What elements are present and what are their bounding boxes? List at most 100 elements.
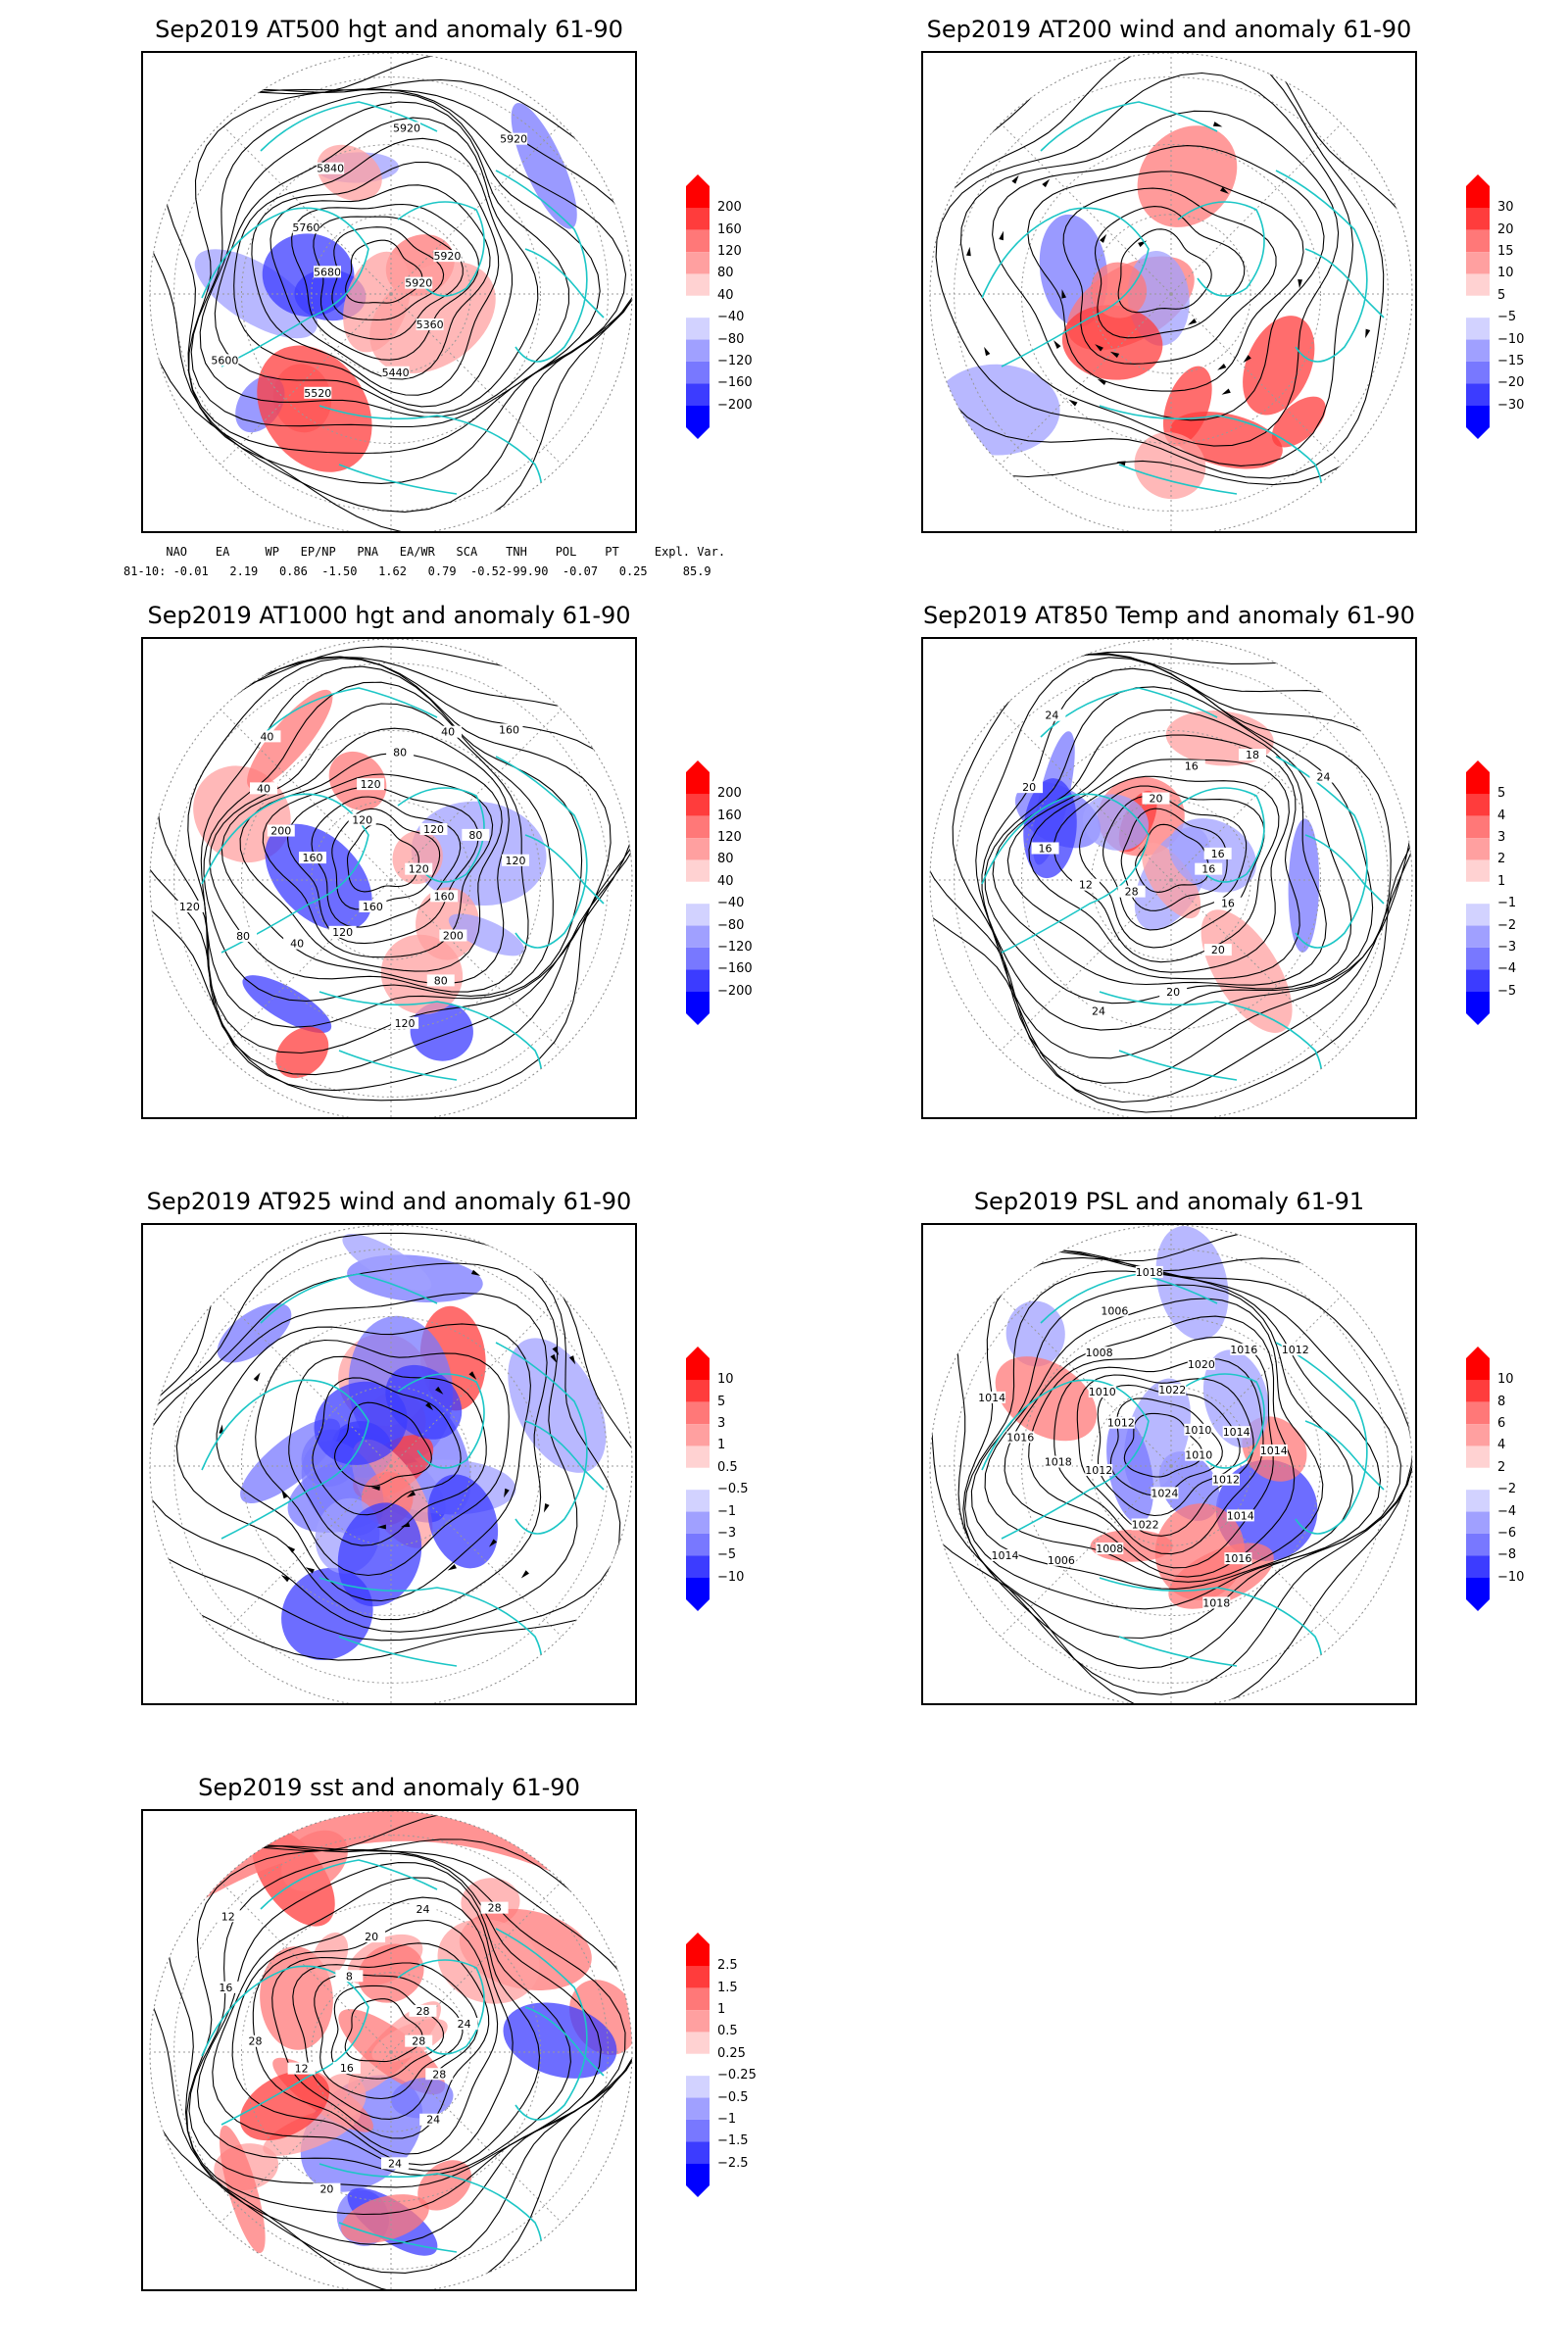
colorbar-swatch — [686, 859, 710, 882]
contour-line — [975, 657, 1392, 1059]
contour-label: 8 — [346, 1970, 353, 1983]
colorbar-label: −2 — [1497, 917, 1517, 933]
colorbar-label: 2 — [1497, 852, 1506, 867]
meridian — [390, 1465, 563, 1638]
colorbar-graphic — [686, 174, 710, 439]
contour-label-bg — [430, 890, 459, 903]
contour-label-bg — [392, 122, 420, 134]
coastline — [981, 793, 1150, 954]
contour-label-bg — [1151, 1487, 1179, 1499]
colorbar-label: −8 — [1497, 1547, 1517, 1563]
anomaly-shading — [410, 1002, 473, 1061]
colorbar-swatch — [686, 1490, 710, 1512]
colorbar-bottom-arrow — [1466, 1013, 1490, 1025]
meridian — [220, 2051, 392, 2224]
colorbar-swatch — [686, 208, 710, 230]
contour-label: 16 — [1211, 848, 1225, 860]
contour-line — [1078, 785, 1265, 949]
colorbar-label: 0.5 — [717, 2024, 738, 2039]
map-plot: 120 160 200 80 120 160 120 40 80 120 160 200 40 40 120… — [149, 639, 633, 1117]
colorbar-bottom-arrow — [1466, 1599, 1490, 1611]
colorbar-label: −40 — [717, 310, 745, 325]
contour-line — [1135, 823, 1210, 893]
colorbar-label: −1 — [717, 2111, 737, 2127]
contour-label: 20 — [1166, 986, 1180, 999]
anomaly-shading — [1134, 432, 1206, 500]
colorbar-label: −30 — [1497, 397, 1525, 413]
contour-label-bg — [425, 2068, 454, 2081]
contour-label-bg — [1203, 944, 1232, 956]
anomaly-shading — [257, 345, 372, 472]
contour-line — [935, 72, 1354, 466]
wind-arrow — [468, 1371, 477, 1380]
coastline — [1177, 787, 1265, 883]
contour-label: 28 — [416, 2005, 429, 2018]
colorbar-swatch — [1466, 1490, 1490, 1512]
colorbar-swatch — [1466, 1511, 1490, 1534]
colorbar-bottom-arrow — [1466, 427, 1490, 439]
colorbar: 5 4 3 2 1 −1 −2 −3 −4 −5 — [1466, 760, 1535, 1025]
map-at200 — [921, 51, 1417, 533]
wind-arrow — [1221, 388, 1231, 395]
contour-line — [312, 1377, 462, 1516]
colorbar-label: −4 — [1497, 961, 1517, 977]
colorbar-top-arrow — [686, 1347, 710, 1358]
contour-label-bg — [317, 162, 345, 174]
contour-line — [992, 145, 1325, 421]
map-plot — [149, 1225, 633, 1703]
meridian — [1170, 1465, 1343, 1638]
colorbar-swatch — [686, 1424, 710, 1446]
colorbar-swatch — [1466, 947, 1490, 970]
colorbar-swatch — [686, 2053, 710, 2077]
contour-line — [344, 1998, 423, 2063]
wind-arrow — [406, 1491, 416, 1497]
contour-label: 16 — [219, 1982, 232, 1994]
contour-label-bg — [1158, 1384, 1187, 1396]
contour-label: 160 — [363, 901, 383, 913]
contour-label: 1012 — [1107, 1417, 1135, 1430]
coastline — [524, 2006, 605, 2077]
meridian — [1000, 293, 1172, 466]
contour-line — [1027, 171, 1304, 392]
wind-arrow — [253, 1372, 261, 1382]
wind-arrow — [1095, 344, 1103, 352]
contour-line — [188, 1852, 602, 2188]
wind-arrow — [1097, 378, 1107, 386]
contour-line — [1028, 1336, 1274, 1569]
panel-title: Sep2019 PSL and anomaly 61-91 — [973, 1188, 1365, 1215]
colorbar-swatch — [686, 1401, 710, 1425]
anomaly-shading — [314, 1381, 408, 1465]
anomaly-shading — [337, 1502, 422, 1607]
contour-line — [150, 78, 632, 513]
colorbar-swatch — [1466, 925, 1490, 948]
contour-label-bg — [1015, 781, 1044, 794]
colorbar-swatch — [1466, 361, 1490, 384]
colorbar-bottom-arrow — [686, 1013, 710, 1025]
contour-line — [239, 753, 503, 972]
contour-label: 5440 — [382, 367, 410, 379]
wind-arrow — [1042, 178, 1051, 188]
contour-label-bg — [211, 354, 239, 367]
colorbar-label: 80 — [717, 852, 734, 867]
anomaly-shading — [1082, 794, 1150, 852]
contour-label-bg — [1085, 1347, 1113, 1359]
meridian — [390, 879, 563, 1052]
meridian — [220, 1465, 392, 1638]
meridian — [220, 1295, 392, 1467]
colorbar-label: 15 — [1497, 244, 1514, 260]
anomaly-shading — [1005, 1300, 1065, 1367]
contour-label-bg — [358, 1931, 386, 1943]
contour-label-bg — [1224, 1552, 1252, 1565]
colorbar-graphic — [1466, 760, 1490, 1025]
map-at1000: 120 160 200 80 120 160 120 40 80 120 160 200 40 40 120… — [141, 637, 637, 1119]
contour-line — [1054, 1357, 1264, 1555]
colorbar-swatch — [686, 1966, 710, 1988]
wind-arrow — [1298, 279, 1303, 289]
colorbar: 10 8 6 4 2 −2 −4 −6 −8 −10 — [1466, 1347, 1535, 1611]
wind-arrow — [1243, 355, 1251, 364]
colorbar-label: 10 — [1497, 1372, 1514, 1388]
colorbar-swatch — [1466, 1577, 1490, 1599]
contour-label-bg — [1084, 1004, 1112, 1017]
wind-arrow — [1212, 122, 1223, 127]
colorbar-label: 5 — [1497, 786, 1506, 802]
